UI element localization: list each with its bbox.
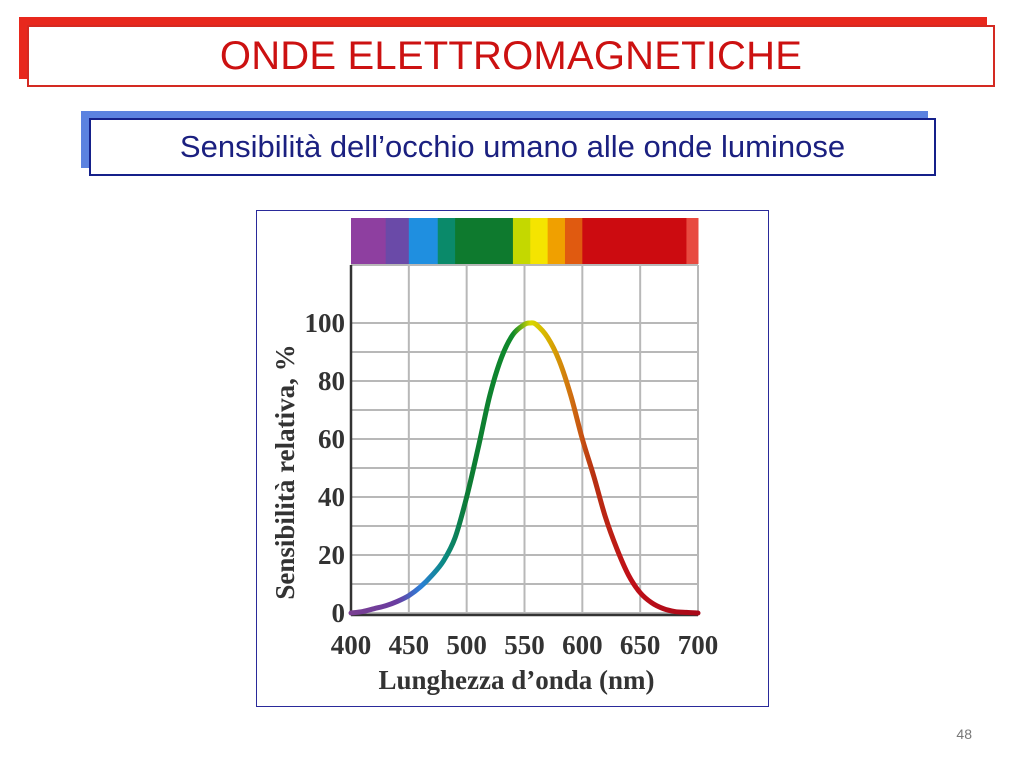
spectrum-segment bbox=[455, 218, 514, 264]
spectrum-segment bbox=[530, 218, 549, 264]
sensitivity-curve bbox=[348, 320, 701, 616]
spectrum-segment bbox=[564, 218, 583, 264]
chart-frame: 400 450 500 550 600 650 700 0 20 40 60 80 100 Lunghez… bbox=[256, 210, 769, 707]
slide-subtitle: Sensibilità dell’occhio umano alle onde … bbox=[179, 129, 846, 164]
y-tick-label: 20 bbox=[318, 540, 345, 570]
spectrum-segment bbox=[408, 218, 439, 264]
y-tick-label: 0 bbox=[332, 598, 346, 628]
title-box: ONDE ELETTROMAGNETICHE bbox=[27, 25, 995, 87]
slide-title: ONDE ELETTROMAGNETICHE bbox=[219, 33, 803, 78]
y-axis-title: Sensibilità relativa, % bbox=[270, 344, 300, 599]
x-axis-title: Lunghezza d’onda (nm) bbox=[378, 665, 654, 695]
spectrum-segment bbox=[547, 218, 566, 264]
spectrum-segment bbox=[512, 218, 531, 264]
spectrum-segment bbox=[351, 218, 387, 264]
sensitivity-chart: 400 450 500 550 600 650 700 0 20 40 60 80 100 Lunghez… bbox=[270, 218, 719, 695]
x-tick-label: 550 bbox=[504, 630, 545, 660]
y-tick-label: 40 bbox=[318, 482, 345, 512]
x-tick-label: 600 bbox=[562, 630, 603, 660]
spectrum-segment bbox=[582, 218, 687, 264]
y-tick-label: 80 bbox=[318, 366, 345, 396]
y-tick-label: 100 bbox=[305, 308, 346, 338]
y-tick-label: 60 bbox=[318, 424, 345, 454]
x-tick-label: 650 bbox=[620, 630, 661, 660]
subtitle-box: Sensibilità dell’occhio umano alle onde … bbox=[89, 118, 936, 176]
spectrum-segment bbox=[686, 218, 699, 264]
x-tick-label: 500 bbox=[446, 630, 487, 660]
x-tick-label: 700 bbox=[678, 630, 719, 660]
x-tick-label: 400 bbox=[331, 630, 372, 660]
spectrum-segment bbox=[437, 218, 456, 264]
page-number: 48 bbox=[956, 726, 972, 742]
x-tick-label: 450 bbox=[389, 630, 430, 660]
spectrum-segment bbox=[385, 218, 410, 264]
